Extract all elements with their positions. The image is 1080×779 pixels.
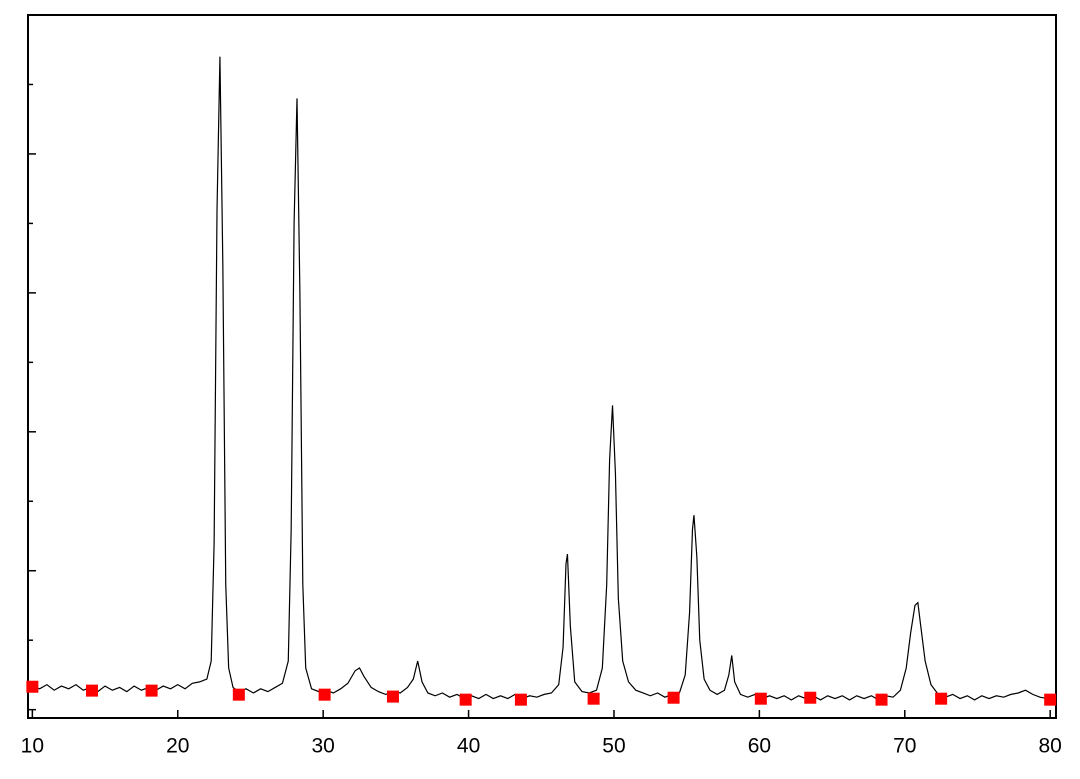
marker [386, 690, 399, 703]
x-tick-label: 20 [166, 735, 189, 758]
plot-frame [27, 14, 1057, 719]
x-tick-label: 10 [21, 735, 44, 758]
marker [318, 688, 331, 701]
marker [459, 693, 472, 706]
marker [587, 692, 600, 705]
x-tick-label: 60 [748, 735, 771, 758]
marker [935, 692, 948, 705]
x-tick-label: 70 [893, 735, 916, 758]
marker [875, 693, 888, 706]
x-tick-label: 80 [1039, 735, 1062, 758]
x-tick-label: 50 [602, 735, 625, 758]
marker [26, 680, 39, 693]
marker [85, 684, 98, 697]
pattern-line [32, 56, 1054, 701]
marker [1044, 693, 1057, 706]
marker [514, 693, 527, 706]
marker [232, 688, 245, 701]
marker [667, 691, 680, 704]
x-tick-label: 30 [311, 735, 334, 758]
marker [754, 692, 767, 705]
x-tick-label: 40 [457, 735, 480, 758]
marker [145, 684, 158, 697]
marker [804, 691, 817, 704]
